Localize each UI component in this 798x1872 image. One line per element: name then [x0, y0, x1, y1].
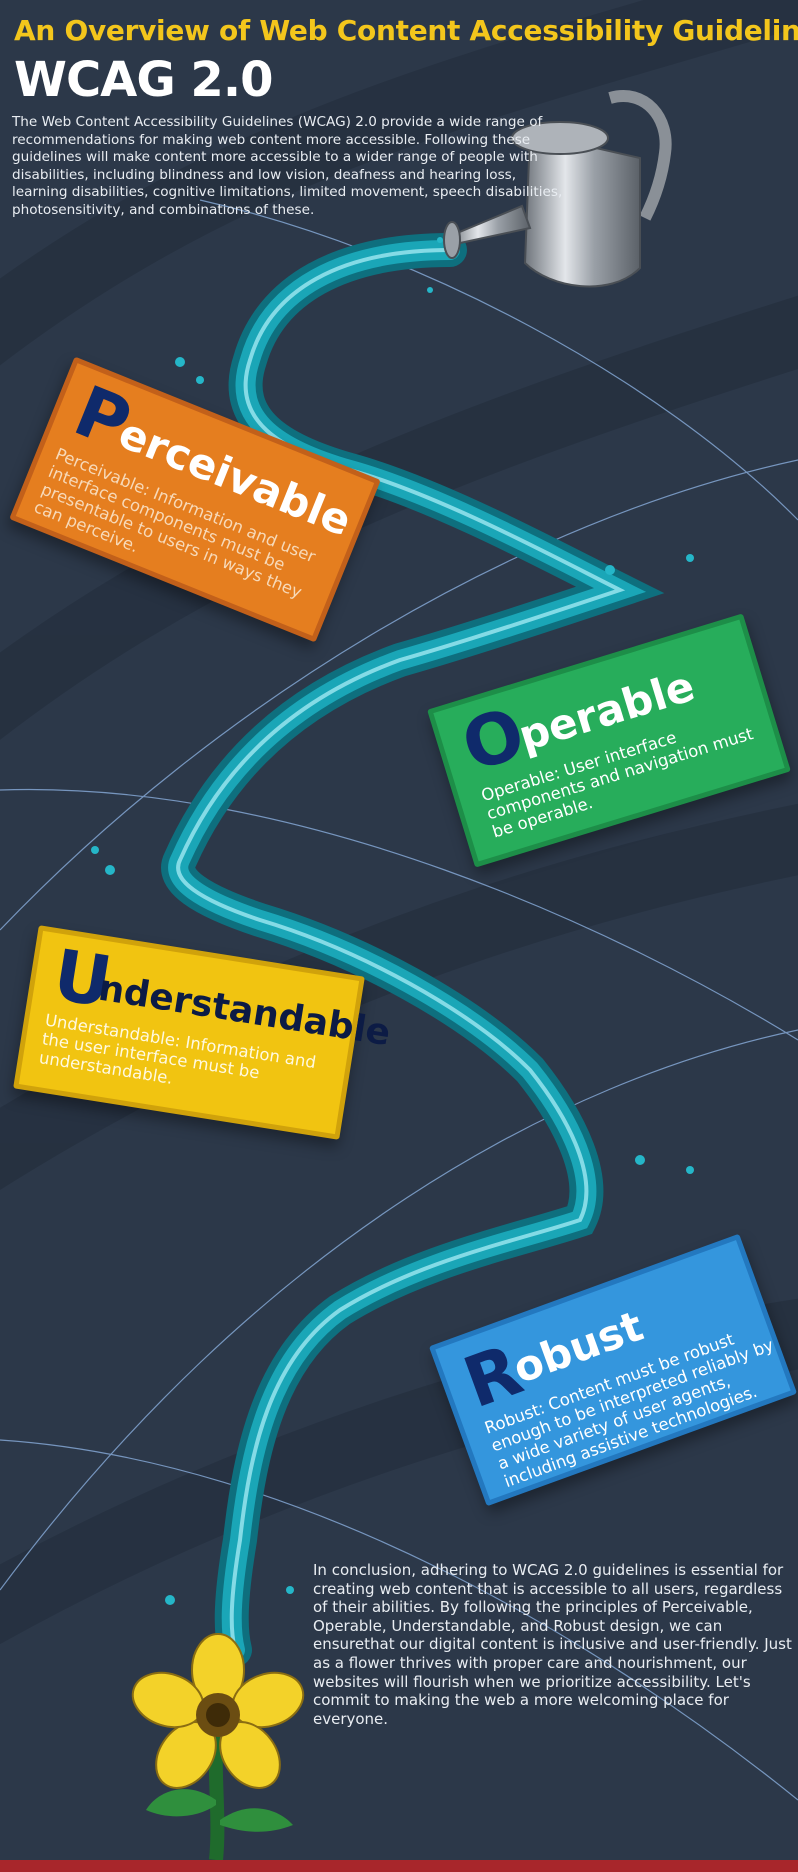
bottom-bar — [0, 1860, 798, 1872]
conclusion-paragraph: In conclusion, adhering to WCAG 2.0 guid… — [313, 1561, 792, 1728]
page-subtitle: WCAG 2.0 — [14, 52, 273, 108]
watering-can-icon — [443, 90, 672, 288]
page-title: An Overview of Web Content Accessibility… — [14, 14, 798, 47]
intro-paragraph: The Web Content Accessibility Guidelines… — [12, 114, 563, 218]
flower-icon — [131, 1633, 305, 1860]
